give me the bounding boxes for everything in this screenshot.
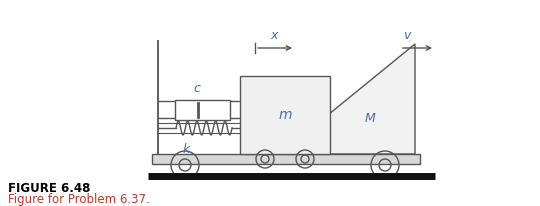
- Text: $x$: $x$: [270, 29, 280, 42]
- Text: $c$: $c$: [193, 82, 202, 95]
- Polygon shape: [280, 44, 415, 154]
- Text: $M$: $M$: [364, 111, 376, 124]
- Text: Figure for Problem 6.37.: Figure for Problem 6.37.: [8, 193, 150, 206]
- Bar: [175, 99, 230, 119]
- Text: $v$: $v$: [403, 29, 413, 42]
- Text: $k$: $k$: [182, 142, 192, 156]
- Bar: [152, 154, 420, 164]
- Text: FIGURE 6.48: FIGURE 6.48: [8, 182, 90, 195]
- Bar: [240, 76, 330, 154]
- Text: $m$: $m$: [278, 108, 292, 122]
